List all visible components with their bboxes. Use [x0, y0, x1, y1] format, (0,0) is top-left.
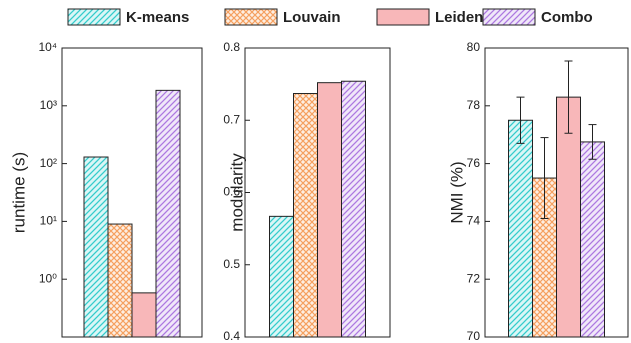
error-bar — [540, 137, 549, 220]
legend-swatch — [482, 8, 536, 26]
error-bar — [516, 96, 525, 144]
legend-label: Combo — [541, 9, 593, 26]
bar — [317, 82, 342, 338]
legend-swatch — [376, 8, 430, 26]
bar — [508, 119, 533, 338]
y-axis-label: NMI (%) — [447, 161, 466, 223]
y-tick-label: 0.4 — [223, 329, 240, 343]
y-tick-label: 70 — [467, 329, 481, 343]
bar — [83, 156, 109, 338]
y-tick-label: 0.5 — [223, 257, 240, 271]
bar — [293, 93, 318, 338]
bar — [341, 80, 366, 338]
y-tick-label: 72 — [467, 271, 481, 285]
y-tick-label: 10² — [40, 156, 57, 170]
y-tick-label: 0.8 — [223, 40, 240, 54]
legend-swatch — [67, 8, 121, 26]
y-tick-label: 74 — [467, 214, 481, 228]
bar — [131, 292, 157, 338]
y-tick-label: 10³ — [40, 98, 57, 112]
error-bar — [588, 124, 597, 160]
legend-label: Leiden — [435, 9, 483, 26]
y-tick-label: 0.6 — [223, 185, 240, 199]
bar — [155, 89, 181, 338]
y-tick-label: 78 — [467, 98, 481, 112]
y-tick-label: 80 — [467, 40, 481, 54]
legend-label: Louvain — [283, 9, 341, 26]
bar — [556, 96, 581, 338]
legend-label: K-means — [126, 9, 189, 26]
y-tick-label: 0.7 — [223, 112, 240, 126]
y-tick-label: 76 — [467, 156, 481, 170]
bar — [107, 223, 133, 338]
y-tick-label: 10⁴ — [38, 40, 57, 54]
y-tick-label: 10¹ — [40, 214, 57, 228]
bar — [269, 215, 294, 338]
bar — [532, 177, 557, 338]
legend-swatch — [224, 8, 278, 26]
y-axis-label: runtime (s) — [9, 152, 28, 233]
y-tick-label: 10⁰ — [39, 271, 57, 285]
error-bar — [564, 60, 573, 134]
y-axis-label: modularity — [227, 153, 246, 232]
bar — [580, 141, 605, 338]
